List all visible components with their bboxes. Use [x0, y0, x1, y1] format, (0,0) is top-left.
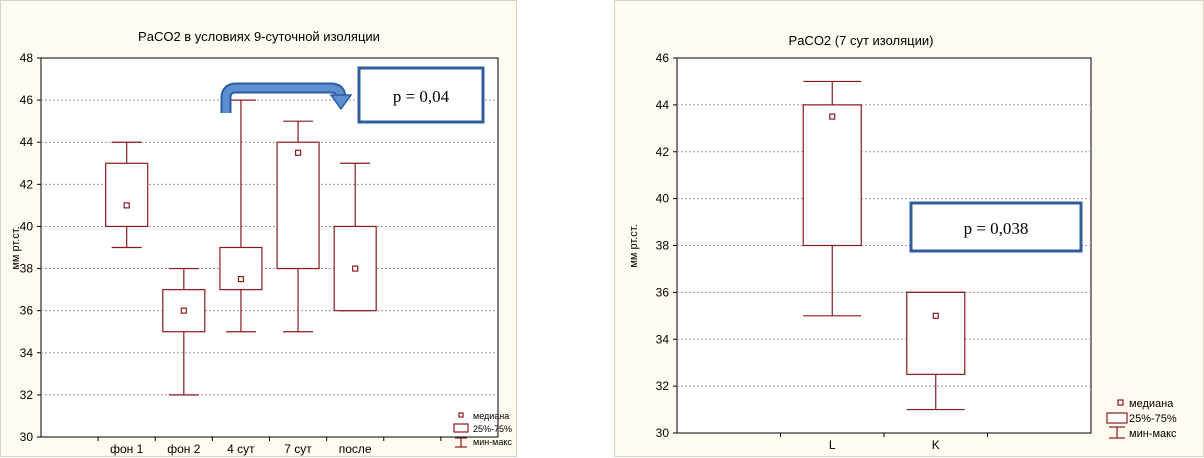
- box-фон 1: [105, 141, 149, 249]
- x-tick-label: K: [932, 438, 940, 452]
- iqr-box: [105, 162, 149, 228]
- x-tick-label: 7 сут: [284, 442, 312, 456]
- iqr-box: [276, 141, 320, 270]
- y-tick-label: 32: [20, 388, 34, 402]
- y-tick-label: 32: [656, 379, 670, 393]
- median-marker: [294, 149, 302, 156]
- legend-median-label: медиана: [473, 411, 509, 421]
- x-tick-label: фон 1: [110, 442, 144, 456]
- y-tick-label: 44: [656, 98, 670, 112]
- y-tick-label: 42: [20, 177, 34, 191]
- p-value-box: p = 0,038: [909, 201, 1083, 253]
- iqr-box: [802, 104, 862, 247]
- box-K: [906, 291, 966, 411]
- p-value-text: p = 0,038: [964, 219, 1029, 238]
- box-L: [802, 80, 862, 317]
- p-value-box: p = 0,04: [357, 66, 485, 124]
- median-marker: [123, 202, 130, 209]
- chart-title: PaCO2 в условиях 9-суточной изоляции: [138, 29, 380, 44]
- legend: медиана 25%-75% мин-макс: [453, 411, 512, 448]
- median-marker: [829, 113, 836, 120]
- y-tick-label: 44: [20, 135, 34, 149]
- y-tick-label: 30: [20, 430, 34, 444]
- legend-iqr-icon: [1106, 412, 1128, 424]
- legend: медиана 25%-75% мин-макс: [1106, 398, 1177, 440]
- box-после: [333, 162, 377, 312]
- y-axis-label: мм рт.ст.: [10, 226, 22, 269]
- y-tick-label: 46: [656, 51, 670, 65]
- y-tick-label: 36: [656, 285, 670, 299]
- y-tick-label: 46: [20, 93, 34, 107]
- significance-arrow: [220, 82, 353, 113]
- iqr-box: [219, 246, 263, 291]
- box-7 сут: [276, 120, 320, 333]
- legend-median-icon: [458, 412, 464, 418]
- legend-iqr-label: 25%-75%: [1129, 413, 1177, 425]
- y-axis-label: мм рт.ст.: [628, 224, 640, 267]
- y-tick-label: 38: [20, 262, 34, 276]
- y-tick-label: 36: [20, 304, 34, 318]
- box-4 сут: [219, 99, 263, 333]
- y-tick-label: 34: [656, 332, 670, 346]
- y-tick-label: 34: [20, 346, 34, 360]
- legend-median-label: медиана: [1129, 398, 1174, 410]
- box-фон 2: [162, 267, 206, 396]
- iqr-box: [906, 291, 966, 376]
- legend-iqr-label: 25%-75%: [473, 424, 512, 434]
- x-tick-label: L: [829, 438, 836, 452]
- legend-range-icon: [1109, 426, 1125, 439]
- chart-title: PaCO2 (7 сут изоляции): [789, 33, 934, 48]
- y-tick-label: 40: [656, 192, 670, 206]
- legend-median-icon: [1117, 399, 1124, 406]
- median-marker: [237, 275, 245, 283]
- p-value-text: p = 0,04: [393, 87, 450, 106]
- chart-panel-left: PaCO2 в условиях 9-суточной изоляции мм …: [0, 0, 517, 457]
- legend-range-label: мин-макс: [1129, 428, 1177, 440]
- legend-iqr-icon: [453, 423, 469, 433]
- boxplot-left: PaCO2 в условиях 9-суточной изоляции мм …: [10, 29, 512, 456]
- x-tick-label: после: [339, 442, 372, 456]
- legend-range-icon: [455, 437, 467, 448]
- y-tick-label: 30: [656, 426, 670, 440]
- median-marker: [180, 307, 187, 314]
- median-marker: [932, 312, 939, 319]
- chart-panel-right: PaCO2 (7 сут изоляции) мм рт.ст. 30 32 34 3…: [614, 0, 1204, 457]
- legend-range-label: мин-макс: [473, 437, 512, 447]
- median-marker: [352, 265, 359, 272]
- x-tick-label: 4 сут: [227, 442, 255, 456]
- y-tick-label: 42: [656, 145, 670, 159]
- boxplot-right: PaCO2 (7 сут изоляции) мм рт.ст. 30 32 34 3…: [628, 33, 1177, 452]
- y-tick-label: 40: [20, 219, 34, 233]
- y-tick-label: 38: [656, 239, 670, 253]
- y-tick-label: 48: [20, 51, 34, 65]
- x-tick-label: фон 2: [167, 442, 201, 456]
